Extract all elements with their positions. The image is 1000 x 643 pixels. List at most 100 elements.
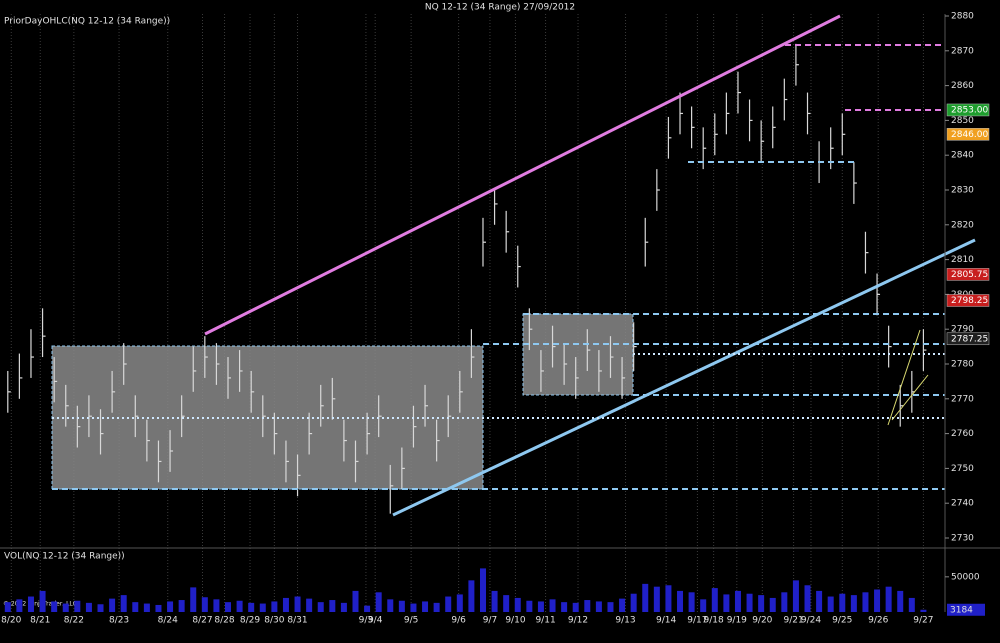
volume-bar — [711, 588, 718, 612]
x-tick-label: 9/11 — [535, 616, 555, 626]
volume-bar — [479, 568, 486, 612]
volume-bar — [920, 609, 927, 612]
volume-bar — [723, 594, 730, 612]
volume-bar — [352, 590, 359, 612]
volume-bar — [271, 601, 278, 612]
x-tick-label: 9/12 — [568, 616, 588, 626]
volume-bar — [734, 590, 741, 612]
y-tick-label: 2770 — [951, 394, 974, 404]
y-tick-label: 2830 — [951, 186, 974, 196]
volume-bar — [630, 593, 637, 612]
x-tick-label: 9/10 — [505, 616, 525, 626]
volume-bar — [178, 600, 185, 612]
volume-bar — [584, 600, 591, 612]
x-tick-label: 9/21 — [783, 616, 803, 626]
volume-bar — [607, 602, 614, 612]
volume-bar — [792, 580, 799, 612]
volume-bar — [259, 603, 266, 612]
volume-bar — [827, 596, 834, 612]
volume-bar — [572, 602, 579, 612]
y-tick-label: 2850 — [951, 116, 974, 126]
volume-bar — [746, 593, 753, 612]
volume-bar — [201, 597, 208, 612]
volume-bar — [236, 600, 243, 612]
volume-bar — [306, 598, 313, 612]
x-tick-label: 9/19 — [727, 616, 747, 626]
volume-bar — [97, 604, 104, 612]
x-tick-label: 9/3 — [359, 616, 373, 626]
volume-bar — [294, 596, 301, 612]
volume-bar — [897, 590, 904, 612]
volume-bar — [39, 590, 46, 612]
volume-bar — [120, 595, 127, 612]
x-tick-label: 9/18 — [704, 616, 724, 626]
y-tick-label: 2750 — [951, 464, 974, 474]
volume-bar — [445, 596, 452, 612]
channel-line — [204, 14, 841, 336]
y-tick-label: 2870 — [951, 46, 974, 56]
volume-bar — [874, 589, 881, 612]
x-tick-label: 9/27 — [913, 616, 933, 626]
volume-bar — [155, 604, 162, 612]
volume-bar — [329, 600, 336, 612]
price-flag-label: 2798.25 — [951, 296, 988, 306]
chart-title: NQ 12-12 (34 Range) 27/09/2012 — [425, 3, 575, 13]
volume-bar — [769, 597, 776, 612]
trend-line — [392, 238, 976, 517]
volume-bar — [908, 597, 915, 612]
price-flag — [946, 294, 990, 307]
y-tick-label: 2810 — [951, 255, 974, 265]
x-tick-label: 8/30 — [264, 616, 284, 626]
volume-bar — [364, 605, 371, 612]
volume-bar — [51, 601, 58, 612]
volume-bar — [282, 597, 289, 612]
x-tick-label: 9/13 — [615, 616, 635, 626]
volume-bar — [514, 597, 521, 612]
range-box — [522, 313, 634, 396]
x-tick-label: 8/24 — [158, 616, 178, 626]
volume-bar — [850, 595, 857, 612]
volume-flag-label: 3184 — [950, 605, 973, 615]
x-tick-label: 9/14 — [656, 616, 676, 626]
price-bars — [7, 43, 927, 514]
x-tick-label: 8/23 — [109, 616, 129, 626]
volume-bar — [642, 583, 649, 612]
y-tick-label: 2880 — [951, 12, 974, 22]
indicator-label: PriorDayOHLC(NQ 12-12 (34 Range)) — [4, 17, 170, 27]
volume-bar — [4, 602, 11, 612]
volume-bar — [804, 585, 811, 612]
volume-bar — [62, 603, 69, 612]
volume-label: VOL(NQ 12-12 (34 Range)) — [4, 552, 125, 562]
x-tick-label: 9/7 — [483, 616, 497, 626]
x-tick-label: 9/25 — [832, 616, 852, 626]
volume-bar — [816, 590, 823, 612]
x-tick-label: 9/6 — [451, 616, 466, 626]
wedge-line — [891, 374, 929, 421]
volume-bar — [456, 594, 463, 612]
volume-bar — [491, 590, 498, 612]
volume-bar — [340, 602, 347, 612]
x-tick-label: 8/29 — [240, 616, 260, 626]
volume-bar — [190, 587, 197, 612]
volume-bar — [700, 599, 707, 612]
volume-bar — [143, 603, 150, 612]
volume-bar — [422, 601, 429, 612]
x-tick-label: 8/20 — [1, 616, 21, 626]
volume-bar — [561, 602, 568, 612]
volume-bar — [839, 593, 846, 612]
x-tick-label: 9/17 — [687, 616, 707, 626]
volume-bar — [109, 598, 116, 612]
price-flag — [946, 128, 990, 141]
x-tick-label: 8/31 — [287, 616, 307, 626]
x-tick-label: 9/5 — [404, 616, 418, 626]
x-tick-label: 8/27 — [192, 616, 212, 626]
y-tick-label: 2740 — [951, 499, 974, 509]
volume-bar — [526, 600, 533, 612]
y-tick-label: 2730 — [951, 534, 974, 544]
y-tick-label: 2780 — [951, 360, 974, 370]
price-flag-label: 2787.25 — [951, 334, 988, 344]
volume-bar — [132, 602, 139, 612]
volume-flag — [947, 603, 985, 616]
annotations — [52, 14, 976, 517]
